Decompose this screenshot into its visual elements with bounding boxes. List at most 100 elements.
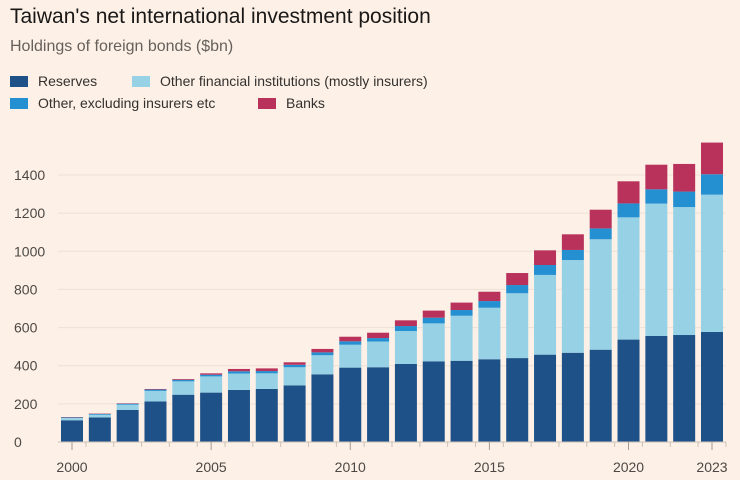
legend-swatch	[10, 75, 28, 87]
bar-segment-other	[283, 364, 306, 368]
bar-segment-other	[339, 344, 362, 368]
bar-segment-other	[617, 217, 640, 340]
bar-segment-other	[227, 373, 250, 390]
x-tick-label: 2015	[474, 459, 505, 475]
bar-segment-reserves	[617, 339, 640, 442]
bar-segment-other	[339, 341, 362, 345]
legend-swatch	[258, 97, 276, 109]
bar-segment-banks	[311, 348, 334, 353]
bar-segment-other	[311, 352, 334, 356]
bar-segment-other	[172, 381, 195, 395]
bar-segment-banks	[227, 368, 250, 372]
bar-segment-other	[144, 389, 167, 391]
bar-segment-banks	[506, 273, 529, 286]
bar-segment-other	[172, 379, 195, 382]
bar-segment-other	[701, 174, 723, 195]
bar-segment-banks	[450, 302, 473, 311]
bar-segment-banks	[144, 388, 167, 390]
bar-segment-other	[61, 417, 83, 418]
bar-segment-reserves	[561, 352, 584, 442]
bar-segment-reserves	[116, 409, 139, 442]
bar-segment-reserves	[673, 335, 696, 442]
legend-item-reserves: Reserves	[10, 73, 97, 89]
bar-segment-other	[673, 191, 696, 208]
bar-segment-other	[422, 317, 445, 324]
legend-label: Banks	[286, 95, 325, 111]
bar-segment-reserves	[144, 401, 167, 442]
bar-segment-banks	[283, 362, 306, 365]
legend-label: Reserves	[38, 73, 98, 89]
bar-segment-reserves	[506, 358, 529, 442]
bar-segment-other	[200, 374, 223, 377]
chart-title: Taiwan's net international investment po…	[10, 5, 431, 28]
bar-segment-banks	[172, 379, 195, 380]
bar-segment-other	[144, 390, 167, 402]
bar-segment-reserves	[422, 361, 445, 442]
bar-segment-other	[227, 371, 250, 374]
bar-segment-banks	[589, 209, 612, 229]
bar-segment-reserves	[701, 331, 723, 442]
bar-segment-other	[88, 414, 111, 418]
bar-segment-reserves	[311, 374, 334, 442]
bar-segment-banks	[617, 181, 640, 204]
bar-segment-other	[617, 203, 640, 218]
bar-segment-other	[255, 371, 278, 374]
legend-label: Other, excluding insurers etc	[38, 95, 216, 111]
bar-segment-other	[589, 228, 612, 240]
x-tick-label: 2023	[696, 459, 727, 475]
bar-segment-other	[255, 373, 278, 389]
bar-segment-reserves	[227, 389, 250, 442]
bar-segment-other	[200, 376, 223, 393]
x-tick-label: 2005	[196, 459, 227, 475]
bar-segment-other	[561, 249, 584, 261]
chart-subtitle: Holdings of foreign bonds ($bn)	[10, 38, 234, 55]
bar-segment-reserves	[478, 359, 501, 442]
bar-segment-other	[478, 301, 501, 308]
y-tick-label: 1000	[14, 243, 45, 259]
bar-segment-other	[506, 285, 529, 294]
x-tick-label: 2000	[56, 459, 87, 475]
bar-segment-other	[450, 315, 473, 361]
y-tick-label: 800	[14, 281, 38, 297]
bar-segment-banks	[478, 291, 501, 302]
bar-segment-banks	[422, 310, 445, 318]
bar-segment-other	[701, 194, 723, 332]
bar-segment-banks	[645, 164, 668, 190]
x-tick-label: 2020	[613, 459, 644, 475]
bar-segment-banks	[339, 336, 362, 342]
legend-item-banks: Banks	[258, 95, 325, 111]
x-tick-label: 2010	[335, 459, 366, 475]
bar-segment-reserves	[255, 388, 278, 442]
bar-segment-banks	[534, 250, 557, 266]
bar-segment-banks	[701, 142, 723, 175]
bar-segment-other	[394, 331, 417, 364]
bar-segment-other	[645, 189, 668, 204]
bar-segment-other	[88, 413, 111, 415]
y-tick-label: 1400	[14, 167, 45, 183]
bar-segment-other	[367, 341, 390, 368]
bar-segment-other	[116, 403, 139, 405]
bar-segment-reserves	[534, 354, 557, 442]
bar-segment-other	[283, 367, 306, 386]
bar-segment-reserves	[172, 394, 195, 442]
bar-segment-reserves	[589, 349, 612, 442]
bar-segment-other	[478, 307, 501, 360]
y-tick-label: 400	[14, 358, 38, 374]
bar-segment-other	[311, 355, 334, 375]
bar-segment-other	[645, 203, 668, 336]
bar-segment-reserves	[450, 360, 473, 442]
bar-segment-other	[422, 323, 445, 362]
legend-item-other-financial: Other financial institutions (mostly ins…	[132, 73, 428, 89]
bar-segment-reserves	[339, 367, 362, 442]
legend-swatch	[132, 75, 150, 87]
bar-segment-other	[367, 338, 390, 342]
bar-segment-banks	[561, 234, 584, 250]
bar-segment-reserves	[200, 392, 223, 442]
bar-segment-other	[506, 293, 529, 359]
y-tick-label: 1200	[14, 205, 45, 221]
bar-segment-other	[673, 207, 696, 336]
bar-segment-reserves	[367, 367, 390, 442]
bar-segment-banks	[673, 163, 696, 192]
bar-segment-reserves	[283, 385, 306, 442]
